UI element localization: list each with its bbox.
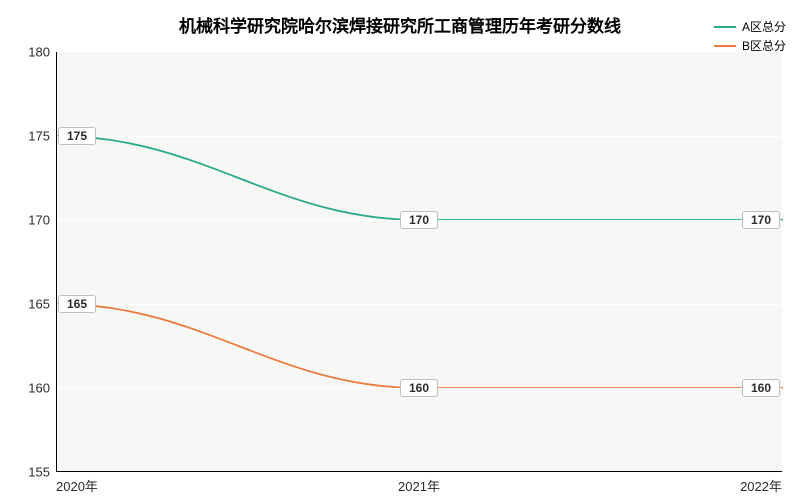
legend-swatch-b: [714, 45, 736, 47]
y-axis-tick: 175: [20, 129, 50, 144]
gridline: [57, 136, 782, 137]
gridline: [57, 304, 782, 305]
x-axis-tick: 2021年: [398, 476, 440, 495]
data-label: 170: [742, 211, 780, 229]
y-axis-tick: 165: [20, 297, 50, 312]
data-label: 165: [58, 295, 96, 313]
y-axis-tick: 170: [20, 213, 50, 228]
data-label: 175: [58, 127, 96, 145]
y-axis-tick: 155: [20, 465, 50, 480]
y-axis-tick: 180: [20, 45, 50, 60]
series-line: [57, 136, 783, 220]
x-axis-tick: 2020年: [56, 476, 98, 495]
data-label: 170: [400, 211, 438, 229]
chart-title: 机械科学研究院哈尔滨焊接研究所工商管理历年考研分数线: [0, 12, 800, 37]
legend-item-a: A区总分: [714, 18, 786, 35]
data-label: 160: [400, 379, 438, 397]
legend-label-a: A区总分: [742, 18, 786, 35]
legend-swatch-a: [714, 26, 736, 28]
chart-container: 机械科学研究院哈尔滨焊接研究所工商管理历年考研分数线 A区总分 B区总分 155…: [0, 0, 800, 500]
data-label: 160: [742, 379, 780, 397]
line-svg: [57, 52, 783, 472]
series-line: [57, 304, 783, 388]
legend: A区总分 B区总分: [714, 18, 786, 56]
y-axis-tick: 160: [20, 381, 50, 396]
x-axis-tick: 2022年: [740, 476, 782, 495]
plot-area: [56, 52, 782, 472]
